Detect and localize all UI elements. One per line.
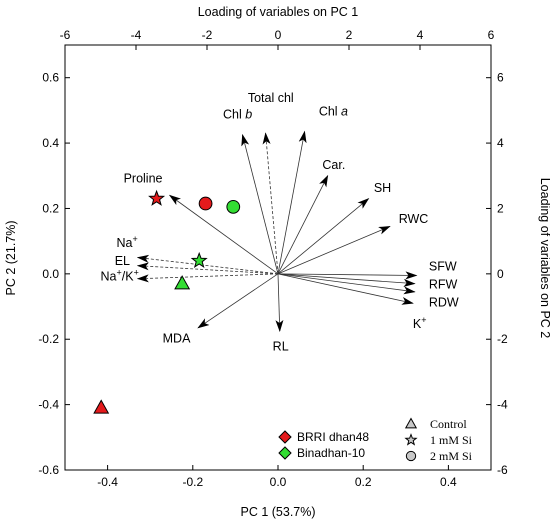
top-x-tick-label: -4	[131, 28, 142, 42]
y-tick-label: 0.6	[42, 71, 59, 85]
loading-vector	[241, 133, 279, 274]
y-tick-label: 0.0	[42, 267, 59, 281]
right-y-tick-label: 4	[497, 136, 504, 150]
y-tick-label: 0.4	[42, 136, 59, 150]
y-tick-label: -0.4	[38, 398, 59, 412]
top-x-axis-title: Loading of variables on PC 1	[198, 5, 359, 19]
x-axis-title: PC 1 (53.7%)	[240, 505, 315, 519]
loading-vector	[277, 198, 370, 275]
right-y-tick-label: -4	[497, 398, 508, 412]
legend-treatment-label: 1 mM Si	[430, 433, 473, 447]
loading-vector	[136, 254, 279, 275]
loading-vector	[277, 174, 329, 275]
loading-vector	[277, 226, 391, 275]
loading-label: Chl a	[319, 104, 348, 118]
legend-cultivar-swatch	[278, 446, 292, 460]
loading-label: Na+/K+	[101, 267, 139, 283]
loading-label: Chl b	[223, 108, 252, 122]
y-axis-title: PC 2 (21.7%)	[4, 220, 18, 295]
top-x-tick-label: 2	[346, 28, 353, 42]
top-x-tick-label: -2	[202, 28, 213, 42]
legend-cultivar-swatch	[278, 430, 292, 444]
loading-label: RFW	[429, 278, 458, 292]
loading-vector	[136, 273, 279, 283]
loading-label: RDW	[429, 296, 459, 310]
loading-label: RL	[273, 340, 289, 354]
right-y-tick-label: -6	[497, 463, 508, 477]
legend-treatment-marker	[404, 417, 418, 429]
legend-cultivar-label: Binadhan-10	[297, 446, 365, 460]
top-x-tick-label: -6	[60, 28, 71, 42]
x-tick-label: -0.2	[182, 475, 203, 489]
loading-label: Na+	[116, 234, 137, 250]
y-tick-label: -0.2	[38, 332, 59, 346]
loading-label: SFW	[429, 260, 457, 274]
loading-label: MDA	[163, 332, 191, 346]
score-point	[226, 199, 241, 214]
loading-label: K+	[413, 315, 427, 331]
x-tick-label: -0.4	[97, 475, 118, 489]
loading-vector	[136, 262, 279, 275]
right-y-tick-label: 2	[497, 201, 504, 215]
loading-vector	[277, 273, 416, 295]
legend-cultivar-label: BRRI dhan48	[297, 430, 369, 444]
loading-vector	[277, 271, 418, 280]
score-point	[93, 399, 110, 414]
x-tick-label: 0.0	[270, 475, 287, 489]
legend: BRRI dhan48 Binadhan-10 Control 1 mM Si 2 m…	[278, 417, 473, 463]
loading-label: Proline	[124, 171, 163, 185]
loading-label: RWC	[399, 212, 429, 226]
loading-vector	[277, 273, 414, 305]
right-y-tick-label: -2	[497, 332, 508, 346]
loading-label: Car.	[322, 158, 345, 172]
loading-vector	[277, 130, 307, 274]
top-x-tick-label: 4	[417, 28, 424, 42]
score-point	[148, 189, 166, 206]
x-tick-label: 0.2	[355, 475, 372, 489]
loading-label: SH	[374, 181, 391, 195]
y-tick-label: 0.2	[42, 201, 59, 215]
loading-label: Total chl	[248, 91, 294, 105]
loading-vector	[197, 273, 279, 329]
x-tick-label: 0.4	[440, 475, 457, 489]
right-y-tick-label: 6	[497, 71, 504, 85]
y-tick-label: -0.6	[38, 463, 59, 477]
legend-treatment-label: 2 mM Si	[430, 449, 473, 463]
loading-vector	[168, 194, 279, 275]
loading-vector	[262, 132, 279, 274]
score-point	[174, 275, 191, 290]
loading-vector	[277, 273, 416, 287]
loading-vector	[275, 273, 284, 333]
score-point	[198, 196, 213, 211]
legend-treatment-label: Control	[430, 417, 467, 431]
legend-treatment-marker	[405, 450, 417, 462]
top-x-tick-label: 0	[275, 28, 282, 42]
loading-label: EL	[115, 254, 130, 268]
right-y-axis-title: Loading of variables on PC 2	[538, 178, 550, 339]
top-x-tick-label: 6	[488, 28, 495, 42]
score-point	[190, 251, 208, 268]
legend-treatment-marker	[404, 433, 418, 446]
right-y-tick-label: 0	[497, 267, 504, 281]
